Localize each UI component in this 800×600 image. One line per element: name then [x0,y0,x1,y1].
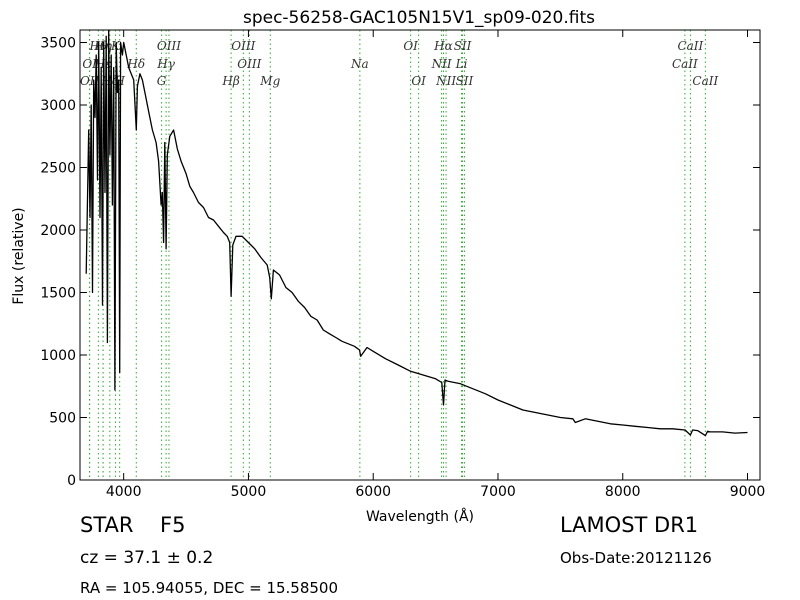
spectral-line-label: OIII [237,57,261,71]
spectral-line-label: OIII [231,39,255,53]
survey-name: LAMOST DR1 [560,513,699,537]
x-axis-label: Wavelength (Å) [366,508,474,525]
y-axis-label: Flux (relative) [11,207,27,304]
spectral-line-label: H [113,74,125,88]
spectral-line-label: SII [454,39,472,53]
spectral-line-label: CaII [677,39,703,53]
spectral-line-label: NII [435,74,456,88]
y-tick-label: 2000 [40,223,76,239]
x-tick-label: 4000 [106,484,142,500]
spectral-line-label: OII [80,74,100,88]
object-subclass: F5 [160,513,186,537]
spectral-line-label: OIII [157,39,181,53]
spectral-line-label: Hγ [156,57,175,71]
x-tick-label: 6000 [355,484,391,500]
spectral-line-label: Hη [93,39,112,53]
y-tick-label: 2500 [40,161,76,177]
observation-date: Obs-Date:20121126 [560,549,712,567]
x-tick-label: 8000 [605,484,641,500]
spectral-line-label: Hα [433,39,453,53]
plot-frame [79,29,761,481]
spectral-line-label: CaII [692,74,718,88]
y-tick-label: 1000 [40,348,76,364]
chart-title: spec-56258-GAC105N15V1_sp09-020.fits [243,8,595,28]
spectrum-line [85,30,748,437]
spectral-line-label: NII [431,57,452,71]
object-class: STAR [80,513,134,537]
redshift-value: cz = 37.1 ± 0.2 [80,548,214,568]
x-tick-label: 5000 [231,484,267,500]
spectral-line-label: K [110,39,121,53]
spectral-line-label: OI [82,57,97,71]
x-tick-label: 7000 [480,484,516,500]
spectral-line-label: Na [350,57,369,71]
coordinates: RA = 105.94055, DEC = 15.58500 [80,579,339,597]
y-tick-label: 1500 [40,286,76,302]
spectral-line-label: G [157,74,167,88]
spectral-line-label: Hδ [126,57,145,71]
y-tick-label: 3500 [40,36,76,52]
spectral-line-label: OI [403,39,418,53]
spectral-line-label: Mg [259,74,280,88]
x-tick-label: 9000 [730,484,766,500]
y-tick-label: 3000 [40,98,76,114]
y-tick-label: 0 [67,473,76,489]
spectral-line-label: CaII [672,57,698,71]
y-tick-label: 500 [49,411,76,427]
spectral-line-label: Li [455,57,468,71]
spectral-line-label: SII [456,74,474,88]
spectral-line-label: Hβ [221,74,239,88]
spectral-line-label: OI [411,74,426,88]
